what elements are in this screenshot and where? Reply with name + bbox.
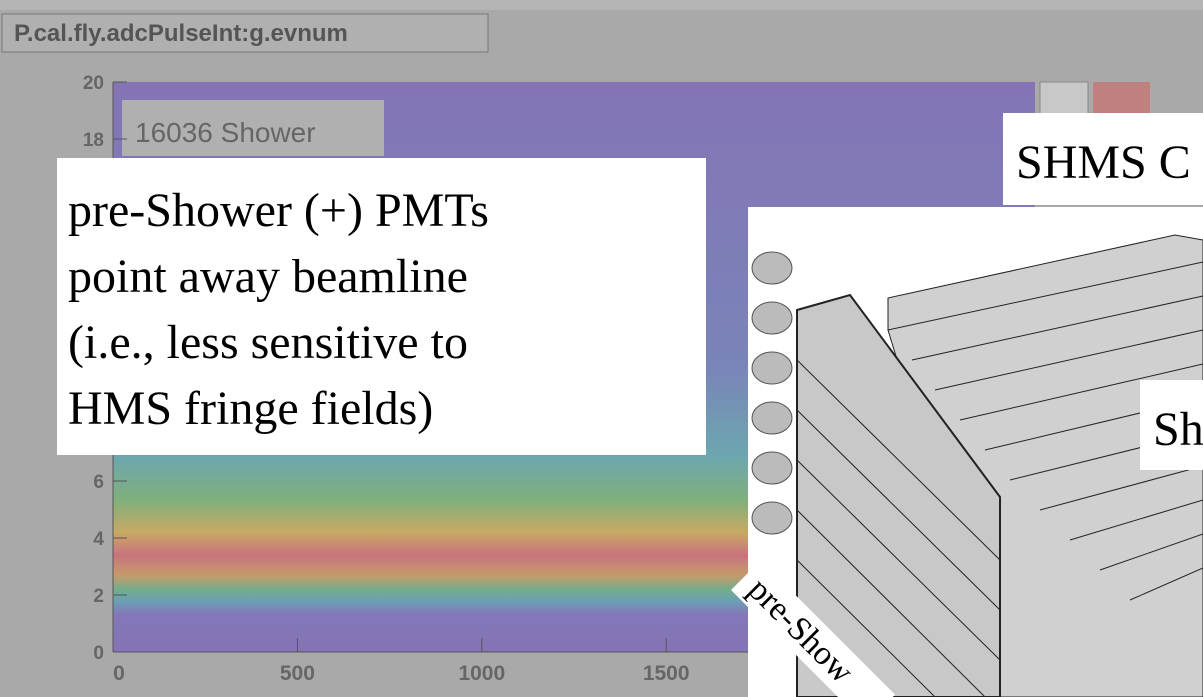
y-tick-label: 20: [83, 73, 104, 94]
annotation-box: [57, 158, 706, 455]
plot-title: P.cal.fly.adcPulseInt:g.evnum: [14, 20, 348, 47]
y-tick-label: 2: [93, 586, 104, 607]
y-tick-label: 18: [83, 130, 104, 151]
pmts: [751, 251, 793, 535]
title-box: [1, 13, 489, 53]
annotation-line: point away beamline: [68, 250, 468, 303]
axes: 0 2 4 6 18 20 0 500 1000 1500: [83, 73, 690, 685]
y-tick-label: 0: [93, 643, 104, 664]
preshower-tag-box: [731, 560, 896, 697]
stats-text: 16036 Shower: [135, 117, 316, 148]
shms-label: SHMS C: [1016, 136, 1191, 189]
shower-label: Sh: [1153, 403, 1203, 456]
x-tick-label: 1500: [643, 662, 690, 685]
annotation-line: pre-Shower (+) PMTs: [68, 184, 489, 237]
preshower-lines: [796, 359, 1001, 697]
top-strip: [0, 0, 1203, 10]
shms-box: [1003, 113, 1203, 205]
x-tick-label: 500: [280, 662, 315, 685]
stats-box: [122, 100, 384, 156]
x-tick-label: 0: [113, 662, 125, 685]
block-lines: [887, 261, 1203, 601]
shower-box: [1140, 380, 1203, 470]
annotation-line: (i.e., less sensitive to: [68, 316, 468, 369]
y-tick-label: 4: [93, 529, 104, 550]
y-tick-label: 6: [93, 472, 104, 493]
annotation-line: HMS fringe fields): [68, 382, 433, 435]
detector-drawing: Sh pre-Show: [731, 207, 1203, 697]
x-tick-label: 1000: [458, 662, 505, 685]
